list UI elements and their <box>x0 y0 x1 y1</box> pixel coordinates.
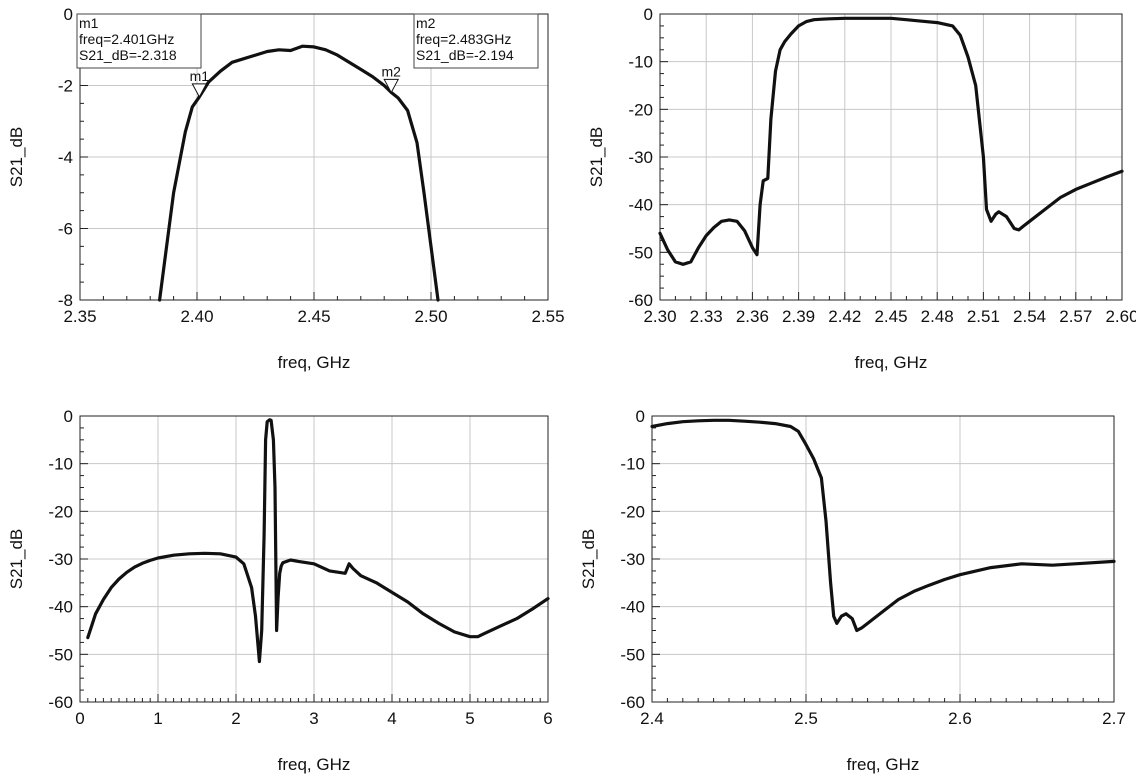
y-tick-label: -10 <box>628 53 653 72</box>
x-tick-label: 2.35 <box>63 307 96 326</box>
marker-triangle <box>191 83 208 98</box>
x-tick-label: 2.42 <box>828 307 861 326</box>
y-tick-label: 0 <box>636 407 645 426</box>
y-tick-label: -30 <box>48 550 73 569</box>
series-line <box>86 418 550 664</box>
marker-readout-line: S21_dB=-2.318 <box>79 47 177 63</box>
marker-triangle <box>383 78 400 94</box>
x-tick-label: 2.36 <box>736 307 769 326</box>
marker-label: m1 <box>190 68 210 84</box>
series-line <box>650 418 1116 633</box>
y-tick-label: -40 <box>628 196 653 215</box>
x-tick-label: 2.57 <box>1059 307 1092 326</box>
y-axis-label: S21_dB <box>587 127 606 188</box>
y-tick-label: -2 <box>58 77 73 96</box>
x-axis-label: freq, GHz <box>278 755 351 774</box>
y-tick-label: -10 <box>620 455 645 474</box>
series-line <box>158 44 440 302</box>
x-tick-label: 2.60 <box>1105 307 1136 326</box>
x-tick-label: 0 <box>75 709 84 728</box>
marker-readout-line: freq=2.483GHz <box>416 31 511 47</box>
x-tick-label: 2.54 <box>1013 307 1046 326</box>
marker-readout-box <box>76 13 202 69</box>
x-tick-label: 2.30 <box>643 307 676 326</box>
x-tick-label: 2.51 <box>967 307 1000 326</box>
x-tick-label: 6 <box>543 709 552 728</box>
x-tick-label: 2.6 <box>948 709 972 728</box>
x-tick-label: 2.5 <box>794 709 818 728</box>
y-axis-label: S21_dB <box>7 127 26 188</box>
x-tick-label: 2.55 <box>531 307 564 326</box>
x-tick-label: 2.33 <box>690 307 723 326</box>
x-tick-label: 2.40 <box>180 307 213 326</box>
y-axis-label: S21_dB <box>579 529 598 590</box>
marker-readout-line: freq=2.401GHz <box>79 31 174 47</box>
x-tick-label: 2.39 <box>782 307 815 326</box>
y-tick-label: -40 <box>48 598 73 617</box>
x-tick-label: 4 <box>387 709 396 728</box>
chart-panel: 2.35 2.40 2.45 2.50 2.55 0 -2 -4 -6 -8 freq, GHz S2… <box>7 5 565 372</box>
y-tick-label: -4 <box>58 148 73 167</box>
x-tick-label: 5 <box>465 709 474 728</box>
marker-readout-line: m2 <box>416 15 436 31</box>
y-tick-label: -40 <box>620 598 645 617</box>
x-tick-label: 2.45 <box>874 307 907 326</box>
y-tick-label: -6 <box>58 220 73 239</box>
y-axis-label: S21_dB <box>7 529 26 590</box>
y-tick-label: -50 <box>620 645 645 664</box>
x-tick-label: 1 <box>153 709 162 728</box>
x-axis-label: freq, GHz <box>278 353 351 372</box>
chart-panel: 2.30 2.33 2.36 2.39 2.42 2.45 2.48 2.51 2.54 2.57… <box>587 5 1136 372</box>
chart-panel: 2.4 2.5 2.6 2.7 0 -10 -20 -30 -40 -50 -60 freq, GHz… <box>579 407 1126 774</box>
chart-panel: 0 1 2 3 4 5 6 0 -10 -20 -30 -40 -50 -60 freq, GHz S21_d… <box>7 407 553 774</box>
x-tick-label: 2.50 <box>414 307 447 326</box>
x-tick-label: 2.48 <box>921 307 954 326</box>
x-tick-label: 2.45 <box>297 307 330 326</box>
marker-readout-box <box>413 13 539 69</box>
y-tick-label: -20 <box>620 502 645 521</box>
y-tick-label: -50 <box>48 645 73 664</box>
y-tick-label: -30 <box>628 148 653 167</box>
y-tick-label: -60 <box>628 291 653 310</box>
x-tick-label: 2.7 <box>1102 709 1126 728</box>
y-tick-label: 0 <box>644 5 653 24</box>
y-tick-label: -8 <box>58 291 73 310</box>
y-tick-label: 0 <box>64 407 73 426</box>
y-tick-label: -50 <box>628 243 653 262</box>
x-axis-label: freq, GHz <box>855 353 928 372</box>
x-tick-label: 2 <box>231 709 240 728</box>
marker-readout-line: m1 <box>79 15 99 31</box>
y-tick-label: -60 <box>620 693 645 712</box>
y-tick-label: -60 <box>48 693 73 712</box>
y-tick-label: -20 <box>628 100 653 119</box>
x-tick-label: 2.4 <box>640 709 664 728</box>
marker-label: m2 <box>381 63 401 79</box>
y-tick-label: -10 <box>48 455 73 474</box>
x-tick-label: 3 <box>309 709 318 728</box>
series-line <box>658 16 1124 266</box>
y-tick-label: -20 <box>48 502 73 521</box>
y-tick-label: -30 <box>620 550 645 569</box>
x-axis-label: freq, GHz <box>847 755 920 774</box>
y-tick-label: 0 <box>64 5 73 24</box>
marker-readout-line: S21_dB=-2.194 <box>416 47 514 63</box>
